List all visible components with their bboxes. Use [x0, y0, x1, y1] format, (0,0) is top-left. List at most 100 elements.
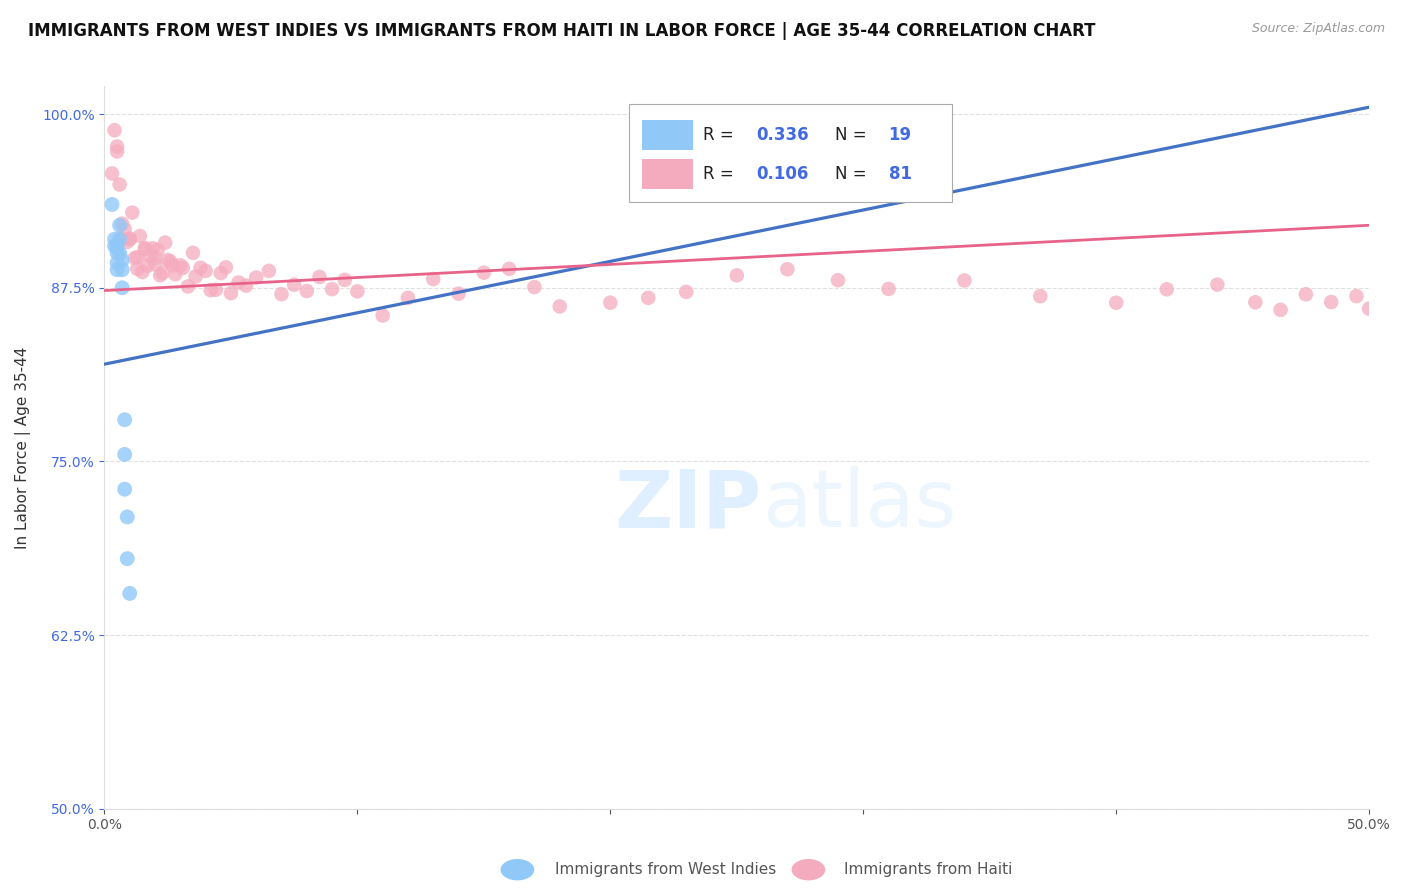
Point: [136, 259, 159, 273]
Point: [105, 262, 128, 277]
Point: [101, 166, 124, 180]
Point: [103, 123, 125, 137]
Point: [139, 249, 162, 263]
Point: [111, 232, 134, 246]
Point: [108, 246, 131, 260]
FancyBboxPatch shape: [643, 120, 693, 150]
Point: [1270, 302, 1292, 317]
Point: [152, 266, 174, 280]
Point: [149, 268, 172, 283]
Point: [143, 257, 166, 271]
Point: [245, 270, 267, 285]
Point: [115, 510, 138, 524]
Point: [1244, 295, 1267, 310]
Point: [131, 265, 153, 279]
Point: [105, 246, 128, 260]
Point: [114, 222, 136, 236]
Point: [103, 232, 125, 246]
Point: [115, 235, 138, 249]
Point: [115, 551, 138, 566]
Point: [111, 262, 134, 277]
Point: [346, 285, 368, 299]
Point: [121, 205, 143, 219]
Point: [169, 258, 191, 272]
Point: [156, 252, 179, 267]
Point: [200, 283, 222, 297]
Text: Immigrants from Haiti: Immigrants from Haiti: [844, 863, 1012, 877]
Point: [283, 277, 305, 292]
Point: [321, 282, 343, 296]
Point: [165, 267, 187, 281]
Point: [371, 309, 394, 323]
Text: Source: ZipAtlas.com: Source: ZipAtlas.com: [1251, 22, 1385, 36]
Point: [141, 241, 163, 255]
Point: [257, 264, 280, 278]
Point: [1358, 301, 1381, 316]
Point: [675, 285, 697, 299]
Point: [181, 245, 204, 260]
Point: [472, 266, 495, 280]
Point: [114, 413, 136, 427]
Point: [108, 178, 131, 192]
Point: [118, 232, 141, 246]
Text: ZIP: ZIP: [614, 467, 762, 544]
Point: [637, 291, 659, 305]
Point: [204, 283, 226, 297]
Point: [184, 269, 207, 284]
Text: R =: R =: [703, 126, 738, 144]
Point: [228, 276, 250, 290]
Point: [827, 273, 849, 287]
Point: [776, 262, 799, 277]
Point: [1346, 289, 1368, 303]
Point: [108, 219, 131, 233]
Point: [498, 261, 520, 276]
Point: [523, 280, 546, 294]
Text: atlas: atlas: [762, 467, 956, 544]
Point: [953, 273, 976, 287]
Point: [162, 258, 184, 272]
Point: [209, 266, 232, 280]
Point: [333, 273, 356, 287]
Text: 81: 81: [889, 165, 911, 183]
Point: [396, 291, 419, 305]
Point: [111, 281, 134, 295]
Point: [128, 229, 150, 244]
Point: [447, 286, 470, 301]
Point: [105, 239, 128, 253]
Point: [114, 482, 136, 496]
Point: [1105, 295, 1128, 310]
FancyBboxPatch shape: [643, 159, 693, 189]
Point: [177, 279, 200, 293]
Point: [219, 286, 242, 301]
Point: [190, 260, 212, 275]
Text: 0.336: 0.336: [756, 126, 808, 144]
Y-axis label: In Labor Force | Age 35-44: In Labor Force | Age 35-44: [15, 346, 31, 549]
Point: [1156, 282, 1178, 296]
Point: [143, 251, 166, 265]
Point: [295, 284, 318, 298]
Text: R =: R =: [703, 165, 738, 183]
Point: [146, 243, 169, 257]
Point: [127, 261, 149, 276]
Point: [1295, 287, 1317, 301]
Text: N =: N =: [835, 165, 872, 183]
Point: [105, 139, 128, 153]
Point: [422, 272, 444, 286]
Point: [111, 252, 134, 267]
Point: [215, 260, 238, 275]
Point: [235, 278, 257, 293]
Point: [725, 268, 748, 283]
Point: [548, 299, 571, 313]
FancyBboxPatch shape: [630, 104, 952, 202]
Text: 19: 19: [889, 126, 911, 144]
Point: [194, 264, 217, 278]
Text: Immigrants from West Indies: Immigrants from West Indies: [555, 863, 776, 877]
Point: [118, 586, 141, 600]
Point: [124, 251, 146, 265]
Point: [270, 287, 292, 301]
Point: [105, 145, 128, 159]
Text: 0.106: 0.106: [756, 165, 808, 183]
Point: [134, 241, 156, 255]
Text: N =: N =: [835, 126, 872, 144]
Point: [159, 254, 181, 268]
